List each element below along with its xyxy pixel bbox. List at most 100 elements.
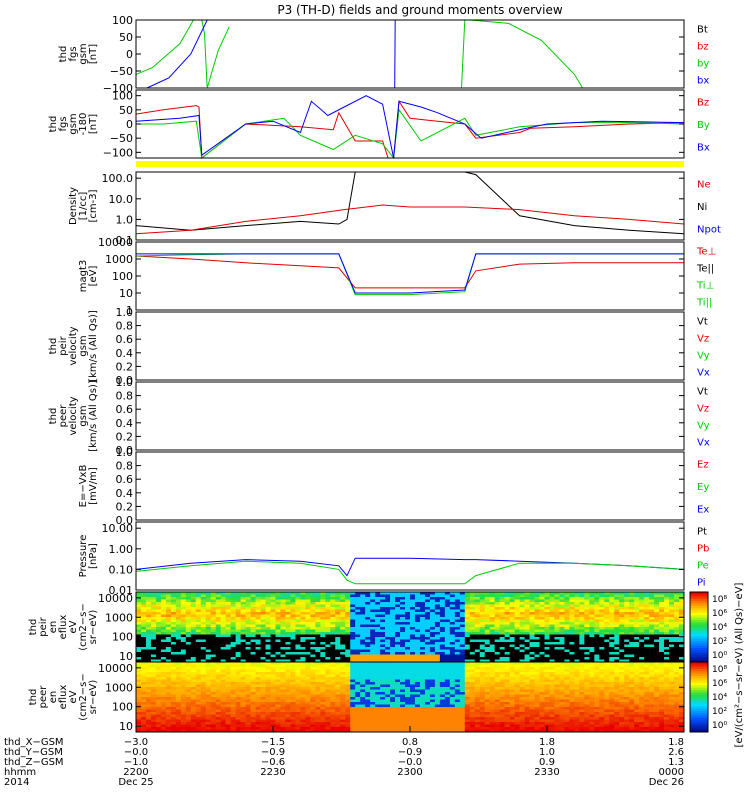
heatmap-cell (150, 667, 157, 670)
heatmap-cell (355, 659, 361, 663)
heatmap-cell (380, 607, 386, 610)
heatmap-cell (405, 677, 411, 680)
heatmap-cell (414, 702, 421, 705)
heatmap-cell (165, 714, 172, 718)
heatmap-cell (370, 654, 376, 658)
heatmap-cell (280, 622, 286, 625)
heatmap-cell (310, 602, 316, 605)
heatmap-cell (240, 594, 246, 598)
heatmap-cell (664, 627, 670, 630)
heatmap-cell (250, 697, 256, 700)
heatmap-cell (629, 632, 635, 635)
heatmap-cell (579, 627, 585, 630)
heatmap-cell (255, 604, 261, 608)
heatmap-cell (150, 649, 157, 653)
heatmap-cell (140, 604, 147, 608)
heatmap-cell (210, 727, 217, 730)
heatmap-cell (629, 617, 635, 620)
heatmap-cell (210, 602, 217, 605)
heatmap-cell (310, 654, 316, 658)
heatmap-cell (564, 629, 570, 633)
heatmap-cell (340, 654, 346, 658)
heatmap-cell (370, 634, 376, 638)
heatmap-cell (175, 639, 182, 643)
heatmap-cell (469, 657, 476, 660)
heatmap-cell (150, 684, 157, 688)
heatmap-cell (479, 622, 486, 625)
heatmap-cell (444, 592, 451, 595)
heatmap-cell (155, 627, 162, 630)
legend-entry: Ni (697, 202, 707, 213)
heatmap-cell (265, 662, 271, 665)
heatmap-cell (280, 652, 286, 655)
legend-entry: Bz (697, 97, 709, 108)
heatmap-cell (534, 632, 540, 635)
heatmap-cell (604, 594, 610, 598)
heatmap-cell (514, 652, 520, 655)
heatmap-cell (564, 632, 570, 635)
heatmap-cell (315, 619, 321, 623)
heatmap-cell (564, 634, 570, 638)
heatmap-cell (454, 624, 461, 628)
heatmap-cell (395, 682, 401, 685)
heatmap-cell (390, 597, 396, 600)
heatmap-cell (335, 652, 341, 655)
heatmap-cell (335, 609, 341, 613)
heatmap-cell (380, 674, 386, 678)
heatmap-cell (330, 669, 336, 673)
heatmap-cell (325, 654, 331, 658)
heatmap-cell (489, 602, 495, 605)
heatmap-cell (365, 659, 371, 663)
heatmap-cell (564, 624, 570, 628)
heatmap-cell (400, 624, 406, 628)
heatmap-cell (534, 619, 540, 623)
heatmap-cell (155, 649, 162, 653)
heatmap-cell (280, 617, 286, 620)
heatmap-cell (355, 687, 361, 690)
heatmap-cell (165, 709, 172, 713)
heatmap-cell (579, 622, 585, 625)
heatmap-cell (150, 617, 157, 620)
heatmap-cell (310, 649, 316, 653)
heatmap-cell (340, 679, 346, 683)
heatmap-cell (439, 622, 446, 625)
heatmap-cell (240, 649, 246, 653)
heatmap-cell (504, 654, 510, 658)
heatmap-cell (405, 717, 411, 720)
heatmap-cell (325, 599, 331, 603)
heatmap-cell (240, 704, 246, 708)
heatmap-cell (659, 634, 665, 638)
heatmap-cell (260, 642, 266, 645)
heatmap-cell (674, 597, 680, 600)
heatmap-cell (320, 659, 326, 663)
heatmap-cell (170, 674, 177, 678)
heatmap-cell (175, 602, 182, 605)
heatmap-cell (385, 699, 391, 703)
heatmap-cell (539, 612, 545, 615)
heatmap-cell (200, 687, 207, 690)
heatmap-cell (215, 609, 221, 613)
heatmap-cell (469, 627, 476, 630)
heatmap-cell (494, 657, 500, 660)
heatmap-cell (589, 624, 595, 628)
heatmap-cell (604, 634, 610, 638)
heatmap-cell (140, 707, 147, 710)
heatmap-cell (385, 614, 391, 618)
heatmap-cell (419, 699, 426, 703)
heatmap-cell (275, 694, 281, 698)
y-axis-label: E=−VxB (78, 465, 89, 508)
heatmap-cell (534, 627, 540, 630)
heatmap-cell (265, 677, 271, 680)
heatmap-cell (200, 662, 207, 665)
heatmap-cell (405, 639, 411, 643)
heatmap-cell (365, 622, 371, 625)
heatmap-cell (584, 622, 590, 625)
heatmap-cell (654, 614, 660, 618)
heatmap-cell (464, 614, 471, 618)
heatmap-cell (290, 687, 296, 690)
heatmap-cell (574, 629, 580, 633)
heatmap-cell (180, 617, 187, 620)
heatmap-cell (230, 717, 236, 720)
heatmap-cell (355, 634, 361, 638)
